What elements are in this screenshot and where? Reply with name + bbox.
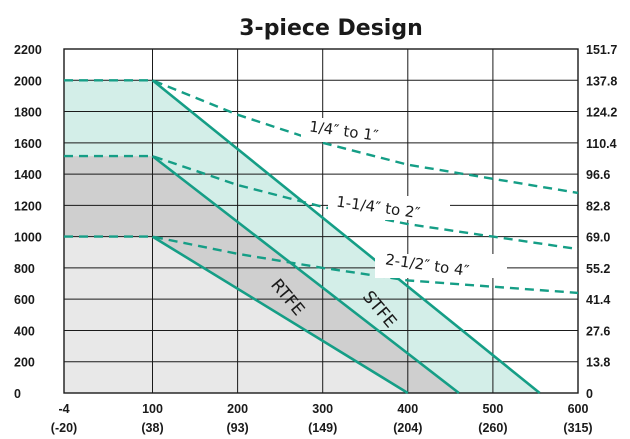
y-right-tick-label: 13.8 [586, 356, 610, 370]
x-tick-label: 400 [397, 402, 418, 416]
y-right-tick-label: 82.8 [586, 199, 610, 213]
y-left-tick-label: 2000 [14, 74, 42, 88]
y-left-tick-label: 800 [14, 262, 35, 276]
limit-line [151, 155, 460, 395]
region-base [64, 236, 408, 393]
y-right-tick-label: 69.0 [586, 231, 610, 245]
y-left-tick-label: 2200 [14, 43, 42, 57]
series-labels: 1/4″ to 1″ 1-1/4″ to 2″ 2-1/2″ to 4″ [301, 117, 507, 280]
y-left-tick-label: 600 [14, 293, 35, 307]
x-tick-label: 300 [312, 402, 333, 416]
x-tick-label: -4 [58, 402, 69, 416]
y-right-tick-label: 124.2 [586, 106, 617, 120]
limit-lines [151, 79, 541, 395]
y-right-tick-label: 55.2 [586, 262, 610, 276]
x-tick-sublabel: (315) [563, 421, 592, 435]
x-tick-sublabel: (204) [393, 421, 422, 435]
x-tick-sublabel: (149) [308, 421, 337, 435]
y-right-tick-label: 27.6 [586, 324, 610, 338]
y-left-tick-label: 1800 [14, 106, 42, 120]
y-right-tick-label: 96.6 [586, 168, 610, 182]
x-tick-sublabel: (93) [226, 421, 248, 435]
y-right-tick-label: 0 [586, 387, 593, 401]
x-tick-label: 100 [142, 402, 163, 416]
y-left-tick-label: 200 [14, 356, 35, 370]
x-tick-sublabel: (38) [141, 421, 163, 435]
plot-frame [63, 48, 579, 394]
y-left-tick-label: 400 [14, 324, 35, 338]
x-tick-sublabel: (-20) [51, 421, 77, 435]
size-curves [64, 79, 579, 295]
y-left-tick-label: 0 [14, 387, 21, 401]
y-axis-right-ticks: 0 13.8 27.6 41.4 55.2 69.0 82.8 96.6 110.4 124.2 1… [586, 43, 617, 401]
y-right-tick-label: 41.4 [586, 293, 610, 307]
y-axis-left-ticks: 0 200 400 600 800 1000 1200 1400 1600 1800 2000 220… [14, 43, 42, 401]
x-axis-ticks: -4 (-20) 100 (38) 200 (93) 300 (149) 400 (204) 500… [51, 402, 593, 435]
limit-line [151, 79, 541, 395]
chart-title: 3-piece Design [239, 16, 423, 41]
y-left-tick-label: 1400 [14, 168, 42, 182]
x-tick-sublabel: (260) [478, 421, 507, 435]
y-right-tick-label: 137.8 [586, 74, 617, 88]
limit-line [151, 235, 409, 395]
x-tick-label: 600 [568, 402, 589, 416]
x-tick-label: 200 [227, 402, 248, 416]
y-left-tick-label: 1600 [14, 137, 42, 151]
y-right-tick-label: 151.7 [586, 43, 617, 57]
series-line-2 [64, 154, 579, 251]
series-label-bg-3 [375, 254, 507, 278]
y-left-tick-label: 1200 [14, 199, 42, 213]
series-label-bg-2 [328, 196, 450, 220]
x-tick-label: 500 [482, 402, 503, 416]
series-label-bg-1 [301, 118, 401, 142]
y-right-tick-label: 110.4 [586, 137, 617, 151]
series-line-3 [64, 235, 579, 295]
y-left-tick-label: 1000 [14, 231, 42, 245]
